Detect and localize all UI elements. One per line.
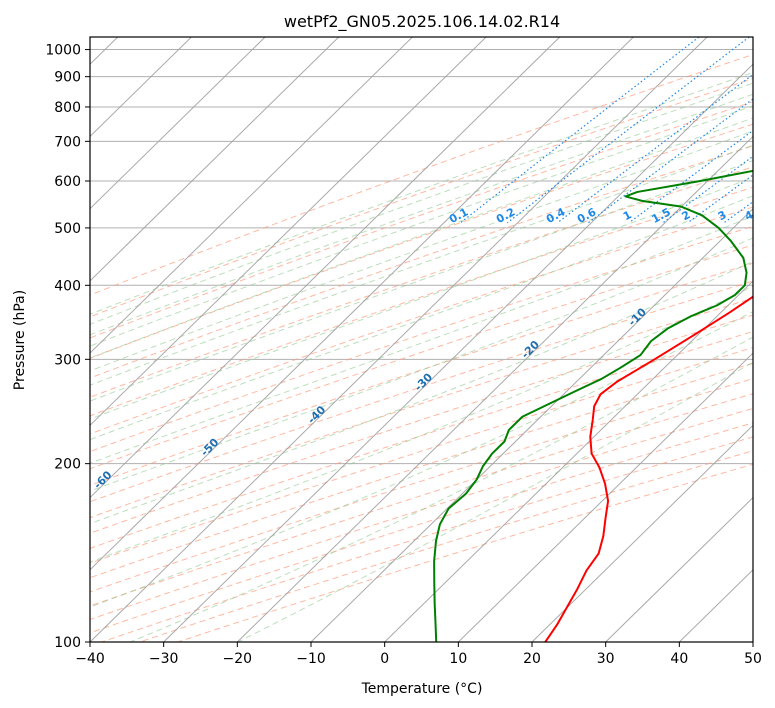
x-tick-label: 10: [449, 651, 467, 667]
y-tick-label: 700: [54, 134, 81, 150]
moist-adiabat: [130, 336, 753, 642]
moist-adiabat: [90, 176, 753, 420]
dry-adiabat: [90, 244, 753, 470]
plot-area: [90, 37, 753, 642]
isotherm: [310, 207, 753, 642]
dry-adiabat: [90, 362, 753, 579]
plot-background: [90, 37, 753, 642]
moist-adiabat: [90, 93, 753, 336]
x-axis-ticks: −40 −30 −20 −10 0 10 20 30 40 50: [75, 642, 762, 667]
dry-adiabat: [90, 330, 753, 549]
isotherm: [90, 37, 340, 282]
mixing-ratio-line: [628, 129, 753, 224]
x-tick-label: 40: [670, 651, 688, 667]
dry-adiabat: [90, 145, 753, 379]
isotherm: [90, 37, 561, 499]
x-tick-label: 20: [523, 651, 541, 667]
mixing-ratio-line: [750, 220, 753, 224]
mixing-ratio-label: 4: [743, 208, 756, 223]
x-tick-label: 0: [380, 651, 389, 667]
axes-frame-rect: [89, 36, 754, 643]
x-tick-label: −40: [75, 651, 105, 667]
mixing-ratio-lines: [460, 37, 753, 224]
dry-adiabat: [177, 463, 753, 642]
isotherm: [90, 37, 487, 427]
moist-adiabat: [90, 285, 753, 563]
dry-adiabat: [90, 262, 753, 487]
y-tick-label: 300: [54, 352, 81, 368]
isotherm: [605, 496, 753, 642]
isotherm: [752, 641, 753, 642]
y-tick-label: 500: [54, 221, 81, 237]
x-tick-label: −20: [223, 651, 253, 667]
moist-adiabat: [90, 71, 753, 315]
dry-adiabat: [90, 123, 753, 359]
dry-adiabat: [90, 314, 753, 534]
dry-adiabat: [90, 280, 753, 503]
isotherm: [384, 280, 753, 642]
y-tick-label: 800: [54, 100, 81, 116]
x-tick-label: −30: [149, 651, 179, 667]
moist-adiabat: [90, 117, 753, 359]
pressure-gridlines: [90, 49, 753, 642]
isotherms: [90, 37, 753, 642]
dry-adiabat: [90, 186, 753, 417]
y-tick-label: 1000: [45, 43, 81, 59]
moist-adiabat: [90, 130, 753, 372]
isotherm: [236, 135, 753, 642]
chart-title: wetPf2_GN05.2025.106.14.02.R14: [284, 12, 560, 32]
x-axis-label: Temperature (°C): [361, 681, 483, 697]
y-axis-ticks: 1000 900 800 700 600 500 400 300 200 100: [45, 43, 90, 651]
x-tick-label: 30: [597, 651, 615, 667]
dry-adiabat: [90, 54, 753, 296]
y-tick-label: 400: [54, 278, 81, 294]
y-tick-label: 200: [54, 457, 81, 473]
isotherm: [457, 352, 753, 642]
isotherm: [90, 37, 413, 354]
mixing-ratio-line: [460, 37, 700, 224]
dry-adiabats: [90, 54, 753, 642]
x-tick-label: −10: [296, 651, 326, 667]
mixing-ratio-line: [557, 73, 753, 224]
y-tick-label: 900: [54, 70, 81, 86]
isotherm-label: -70: [0, 501, 8, 524]
dry-adiabat: [90, 206, 753, 435]
dry-adiabat: [90, 347, 753, 564]
moist-adiabat: [90, 260, 753, 525]
moist-adiabat: [90, 195, 753, 441]
moist-adiabat: [90, 82, 753, 325]
isotherm: [90, 37, 708, 642]
dry-adiabat: [139, 450, 753, 642]
isotherm: [90, 37, 634, 571]
dry-adiabat: [90, 166, 753, 398]
isotherm: [163, 63, 753, 642]
temperature-line: [544, 295, 753, 642]
moist-adiabats: [90, 71, 753, 642]
moist-adiabat: [90, 237, 753, 492]
dry-adiabat: [90, 225, 753, 453]
mixing-ratio-line: [506, 37, 750, 224]
y-tick-label: 100: [54, 635, 81, 651]
moist-adiabat: [90, 311, 753, 608]
axes-frame: [89, 36, 754, 643]
sounding-series: [433, 169, 753, 642]
y-axis-label: Pressure (hPa): [12, 290, 28, 390]
isotherm: [90, 37, 266, 210]
y-tick-label: 600: [54, 174, 81, 190]
dewpoint-line: [433, 169, 753, 642]
moist-adiabat: [90, 144, 753, 386]
x-tick-label: 50: [744, 651, 762, 667]
isotherm: [531, 424, 753, 642]
